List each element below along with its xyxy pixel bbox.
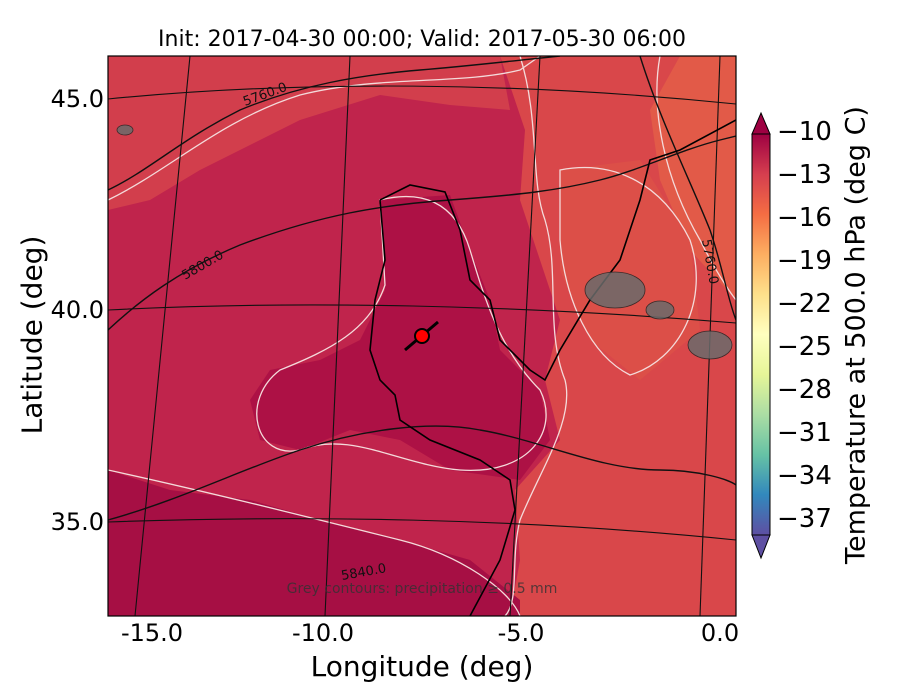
colorbar-tick-label: −22 <box>777 289 832 319</box>
y-axis-label: Latitude (deg) <box>15 235 49 435</box>
map-plot-area <box>108 56 736 616</box>
colorbar-max-extend <box>751 111 771 135</box>
colorbar-body <box>751 133 771 536</box>
temperature-contours <box>108 56 736 616</box>
precipitation-contours <box>116 124 733 360</box>
y-tick-label: 45.0 <box>50 85 104 113</box>
x-tick-label: -5.0 <box>497 619 545 647</box>
colorbar <box>751 111 771 560</box>
plot-frame <box>107 55 737 617</box>
y-tick-label: 40.0 <box>50 296 104 324</box>
precipitation-note: Grey contours: precipitation ≥ 0.5 mm <box>287 581 558 597</box>
y-tick-label: 35.0 <box>50 508 104 536</box>
warm-band-north <box>108 56 510 210</box>
height-contours <box>108 56 736 521</box>
x-axis-label: Longitude (deg) <box>310 650 534 683</box>
x-tick-label: -15.0 <box>120 619 184 647</box>
colorbar-tick-label: −31 <box>777 418 832 448</box>
location-marker <box>404 320 439 352</box>
cold-core-sw <box>108 470 520 616</box>
colorbar-min-extend <box>751 534 771 560</box>
colorbar-tick-label: −28 <box>777 375 832 405</box>
x-tick-label: -10.0 <box>291 619 355 647</box>
x-tick-label: 0.0 <box>700 619 740 647</box>
colorbar-tick-label: −25 <box>777 332 832 362</box>
chart-title: Init: 2017-04-30 00:00; Valid: 2017-05-3… <box>158 27 686 52</box>
colorbar-tick-label: −10 <box>777 117 832 147</box>
hot-patch-east <box>650 56 736 300</box>
colorbar-label: Temperature at 500.0 hPa (deg C) <box>840 106 872 564</box>
colorbar-tick-label: −34 <box>777 461 832 491</box>
hot-patch-se <box>560 160 700 380</box>
colorbar-tick-label: −19 <box>777 246 832 276</box>
colorbar-tick-label: −13 <box>777 160 832 190</box>
iberia-coastline <box>369 119 736 616</box>
colorbar-tick-label: −37 <box>777 504 832 534</box>
colorbar-tick-label: −16 <box>777 203 832 233</box>
